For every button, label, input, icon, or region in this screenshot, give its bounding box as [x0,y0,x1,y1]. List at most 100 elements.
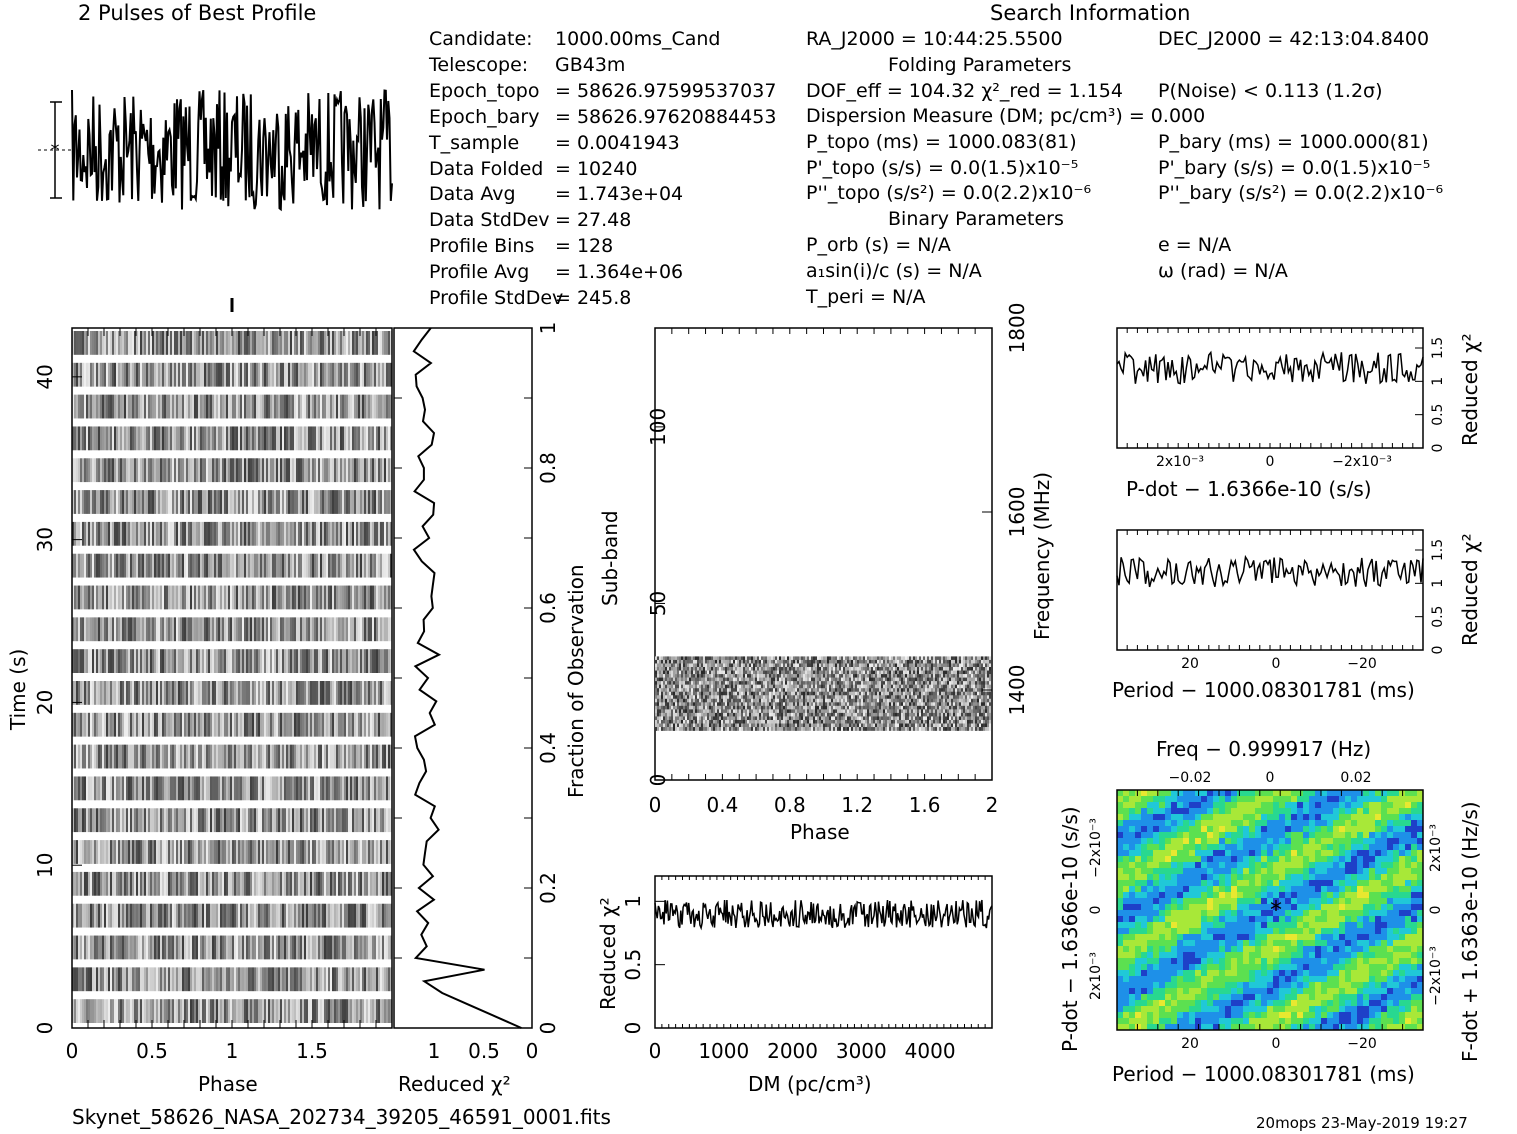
time-phase-cell [104,586,106,610]
time-phase-cell [250,649,252,673]
time-phase-cell [284,586,286,610]
time-phase-cell [244,967,246,991]
time-phase-cell [208,363,210,387]
time-phase-cell [302,840,304,864]
subband-cell [877,667,879,671]
subband-cell [673,660,675,664]
subband-cell [663,663,665,667]
time-phase-cell [148,936,150,960]
time-phase-cell [84,458,86,482]
time-phase-cell [122,458,124,482]
time-phase-cell [134,395,136,419]
time-phase-cell [374,967,376,991]
time-phase-cell [304,649,306,673]
time-phase-cell [316,363,318,387]
subband-cell [801,681,803,685]
time-phase-cell [290,586,292,610]
time-phase-cell [208,681,210,705]
time-phase-cell [380,522,382,546]
subband-cell [797,671,799,675]
subband-cell [741,674,743,678]
time-phase-cell [174,904,176,928]
subband-cell [855,681,857,685]
time-phase-cell [288,872,290,896]
time-phase-cell [346,554,348,578]
subband-cell [747,678,749,682]
time-phase-cell [342,490,344,514]
time-phase-cell [244,808,246,832]
time-phase-cell [144,713,146,737]
subband-cell [715,660,717,664]
time-phase-cell [110,999,112,1023]
time-phase-cell [240,904,242,928]
time-phase-cell [138,617,140,641]
time-phase-cell [374,713,376,737]
time-phase-cell [346,522,348,546]
time-phase-cell [254,617,256,641]
time-phase-cell [168,426,170,450]
subband-cell [709,681,711,685]
time-phase-cell [164,776,166,800]
time-phase-cell [188,490,190,514]
time-phase-cell [304,586,306,610]
time-phase-cell [222,490,224,514]
subband-cell [887,667,889,671]
time-phase-cell [184,904,186,928]
time-phase-cell [194,649,196,673]
time-phase-cell [332,554,334,578]
subband-cell [799,660,801,664]
time-phase-cell [280,395,282,419]
subband-cell [933,674,935,678]
time-phase-cell [130,490,132,514]
time-phase-cell [172,522,174,546]
subband-cell [717,674,719,678]
time-phase-cell [170,745,172,769]
time-phase-cell [376,840,378,864]
time-phase-cell [290,936,292,960]
subband-cell [955,671,957,675]
time-phase-cell [100,808,102,832]
time-phase-cell [344,395,346,419]
time-phase-cell [298,681,300,705]
time-phase-cell [130,363,132,387]
time-phase-cell [364,967,366,991]
subband-cell [983,660,985,664]
time-phase-cell [338,999,340,1023]
time-phase-cell [286,999,288,1023]
time-phase-cell [306,904,308,928]
subband-cell [875,671,877,675]
time-phase-cell [94,713,96,737]
time-phase-cell [126,586,128,610]
time-phase-cell [92,617,94,641]
subband-cell [769,667,771,671]
subband-cell [873,681,875,685]
subband-cell [717,663,719,667]
time-phase-cell [174,649,176,673]
time-phase-cell [262,840,264,864]
time-phase-cell [182,554,184,578]
subband-cell [883,663,885,667]
time-phase-cell [278,681,280,705]
time-phase-cell [216,395,218,419]
time-phase-cell [98,395,100,419]
time-phase-cell [382,681,384,705]
subband-cell [731,667,733,671]
subband-cell [915,678,917,682]
time-phase-cell [116,936,118,960]
time-phase-cell [168,490,170,514]
time-phase-cell [312,745,314,769]
time-phase-cell [324,522,326,546]
time-phase-cell [212,745,214,769]
subband-cell [709,660,711,664]
time-phase-cell [316,808,318,832]
time-phase-cell [140,967,142,991]
time-phase-cell [140,999,142,1023]
subband-cell [799,678,801,682]
time-phase-cell [298,554,300,578]
time-phase-cell [150,426,152,450]
time-phase-cell [150,363,152,387]
time-phase-cell [76,617,78,641]
time-phase-cell [338,617,340,641]
subband-cell [833,681,835,685]
time-phase-cell [324,713,326,737]
